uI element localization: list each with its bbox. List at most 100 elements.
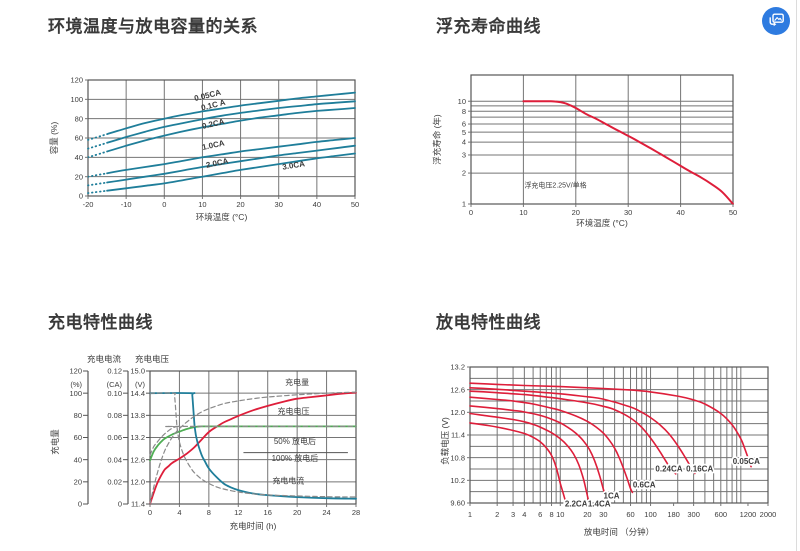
x-tick-label: 50 xyxy=(729,208,737,217)
y-tick-label: 8 xyxy=(462,107,466,116)
series-0.2CA-dotted xyxy=(87,150,108,159)
curves xyxy=(87,91,356,194)
scale-tick-label: 20 xyxy=(74,477,82,486)
x-tick-label: 4 xyxy=(522,510,526,519)
scale-tick-label: 13.2 xyxy=(130,433,145,442)
scale-title-volt: 充电电压 xyxy=(135,354,170,364)
series-0.2CA xyxy=(106,107,356,153)
y-tick-label: 60 xyxy=(75,134,83,143)
image-translate-button[interactable] xyxy=(762,7,790,35)
series-0.1CA xyxy=(106,100,356,144)
arrow-head-glyph xyxy=(773,22,777,27)
y-tick-label: 40 xyxy=(75,153,83,162)
x-tick-label: 2000 xyxy=(760,510,777,519)
chart-title-float-life: 浮充寿命曲线 xyxy=(436,17,541,36)
curve-label-2.0CA: 2.0CA xyxy=(205,156,229,170)
y-tick-label: 13.2 xyxy=(450,363,465,372)
x-axis-title: 环境温度 (°C) xyxy=(576,218,628,228)
series-0.1CA-dotted xyxy=(87,141,108,150)
series-2.2CA xyxy=(469,422,567,503)
scale-tick-label: 0.04 xyxy=(107,455,122,464)
curve-label-0.6CA: 0.6CA xyxy=(633,480,656,489)
scale-tick-label: 0 xyxy=(118,500,122,509)
scale-tick-label: 0 xyxy=(78,500,82,509)
arrow-shaft-glyph xyxy=(769,17,775,25)
scale-tick-label: 0.06 xyxy=(107,433,122,442)
x-tick-label: 100 xyxy=(644,510,657,519)
x-tick-label: 28 xyxy=(352,508,360,517)
axis-labels: 0 4 8 12 16 20 24 28 充电时间 (h) xyxy=(148,504,360,531)
x-tick-label: 20 xyxy=(572,208,580,217)
scale-tick-label: 120 xyxy=(69,367,82,376)
y-tick-label: 9.60 xyxy=(450,499,465,508)
x-tick-label: 180 xyxy=(667,510,680,519)
x-tick-label: 0 xyxy=(162,200,166,209)
scale-title-ca: 充电电流 xyxy=(87,354,122,364)
y-tick-label: 10.8 xyxy=(450,453,465,462)
series-0.05CA xyxy=(469,382,752,468)
image-translate-icon xyxy=(762,7,790,35)
x-tick-label: 1200 xyxy=(740,510,757,519)
series-1.0CA xyxy=(106,137,356,175)
series-0.24CA xyxy=(469,390,677,475)
annotation-4: 充电电流 xyxy=(272,476,304,486)
icon-circle xyxy=(762,7,790,35)
chart-charge-characteristics: 120(%)100806040200充电量0.12(CA)0.100.080.0… xyxy=(50,354,360,531)
curves xyxy=(469,382,752,503)
scale-columns: 120 (%)100 80 60 40 20 0 充电量 0.12 (CA)0.10 0.08 0.0… xyxy=(50,354,169,509)
series-charge-quantity-100 xyxy=(149,391,357,505)
series-1.0CA-dotted xyxy=(87,172,108,178)
scale-tick-label: 14.4 xyxy=(130,389,145,398)
scale-unit-label: (CA) xyxy=(107,380,123,389)
y-tick-label: 120 xyxy=(70,76,83,85)
scale-tick-label: 12.0 xyxy=(130,477,145,486)
series-charge-voltage-50 xyxy=(149,425,357,456)
x-tick-label: 20 xyxy=(236,200,244,209)
scale-tick-label: 12.6 xyxy=(130,455,145,464)
scale-tick-label: 11.4 xyxy=(131,500,145,509)
y-tick-label: 20 xyxy=(75,172,83,181)
x-tick-label: 12 xyxy=(234,508,242,517)
y-tick-label: 100 xyxy=(70,95,83,104)
float-voltage-annotation: 浮充电压2.25V/单格 xyxy=(524,180,586,189)
annotation-3: 100% 放电后 xyxy=(272,453,319,463)
x-tick-label: 40 xyxy=(676,208,684,217)
scale-tick-label: 0.08 xyxy=(107,411,122,420)
y-tick-label: 12.6 xyxy=(450,385,465,394)
x-tick-label: 40 xyxy=(313,200,321,209)
x-tick-label: 10 xyxy=(198,200,206,209)
series-2.0CA-dotted xyxy=(87,181,108,187)
y-tick-label: 3 xyxy=(462,151,466,160)
chart-title-temperature-capacity: 环境温度与放电容量的关系 xyxy=(48,17,258,36)
scale-title-percent: 充电量 xyxy=(50,429,60,455)
scale-tick-label: 0.02 xyxy=(107,477,122,486)
scale-tick-label: 15.0 xyxy=(130,367,145,376)
y-axis-title: 浮充寿命 (年) xyxy=(432,114,442,165)
series-3.0CA xyxy=(106,152,356,192)
y-tick-label: 10.2 xyxy=(450,476,465,485)
x-tick-label: 30 xyxy=(275,200,283,209)
series-0.05CA-dotted xyxy=(87,133,108,141)
x-tick-label: 0 xyxy=(469,208,473,217)
scale-unit-label: (%) xyxy=(70,380,82,389)
y-axis-title: 容量 (%) xyxy=(49,122,59,155)
x-tick-label: 3 xyxy=(511,510,515,519)
picture-mountain-glyph xyxy=(774,17,783,21)
y-tick-label: 12.0 xyxy=(450,408,465,417)
x-tick-label: 1 xyxy=(468,510,472,519)
y-tick-label: 1 xyxy=(462,200,466,209)
annotations: 浮充电压2.25V/单格 xyxy=(524,180,586,189)
y-tick-label: 6 xyxy=(462,120,466,129)
x-tick-label: 300 xyxy=(687,510,700,519)
curve-label-0.24CA: 0.24CA xyxy=(655,465,682,474)
y-tick-label: 10 xyxy=(458,97,466,106)
scale-tick-label: 40 xyxy=(74,455,82,464)
curve-label-1CA: 1CA xyxy=(604,492,620,501)
y-tick-label: 80 xyxy=(75,114,83,123)
annotation-0: 充电量 xyxy=(285,377,309,387)
